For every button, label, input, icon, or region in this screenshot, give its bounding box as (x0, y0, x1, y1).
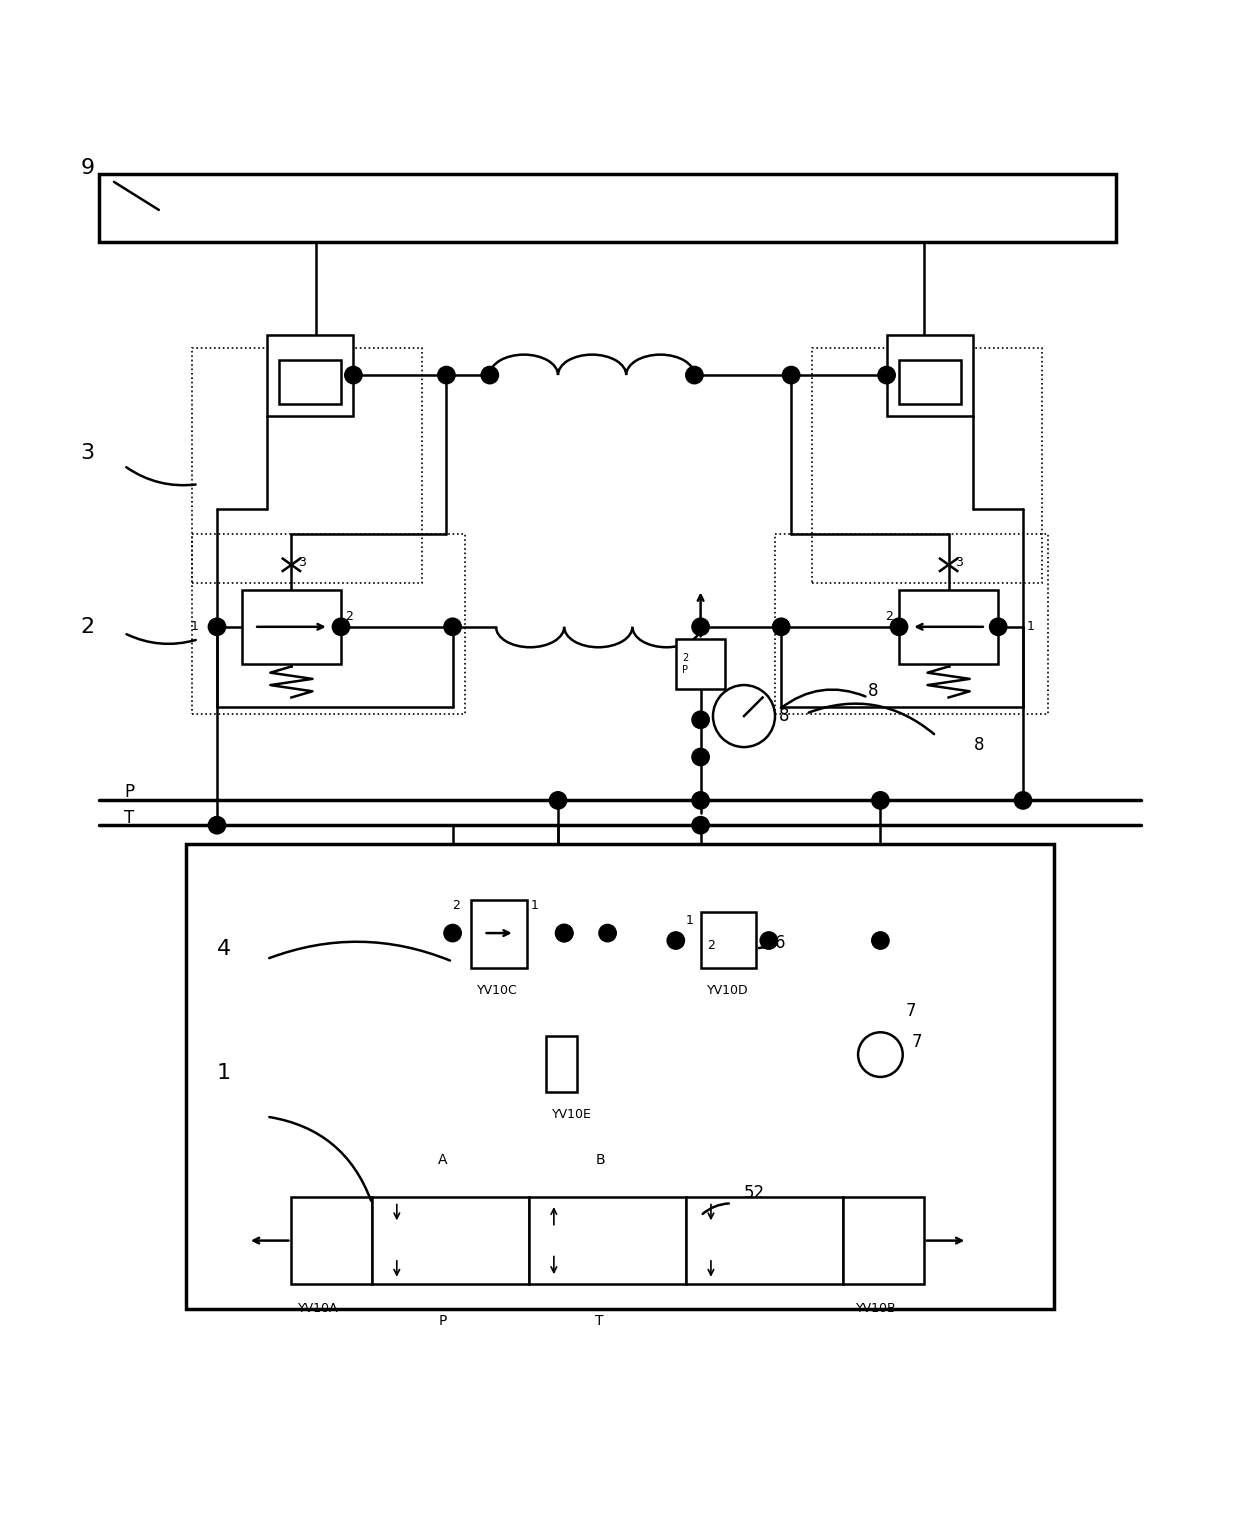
Text: YV10C: YV10C (477, 984, 518, 996)
Bar (899, 589, 998, 665)
Text: 7: 7 (911, 1033, 921, 1051)
Bar (701, 911, 756, 967)
Text: 52: 52 (744, 1184, 765, 1202)
Text: 6: 6 (775, 934, 785, 952)
Bar (186, 843, 1054, 1308)
Text: A: A (438, 1154, 448, 1167)
Text: 3: 3 (298, 556, 305, 569)
Text: 2
P: 2 P (682, 653, 688, 675)
Text: 2: 2 (453, 899, 460, 913)
Circle shape (692, 792, 709, 808)
Circle shape (332, 618, 350, 636)
Circle shape (872, 931, 889, 949)
Text: 1: 1 (686, 914, 693, 927)
Bar (192, 348, 422, 583)
Circle shape (878, 366, 895, 383)
Bar (242, 589, 341, 665)
Circle shape (556, 925, 573, 942)
Bar (279, 360, 341, 404)
Text: 2: 2 (707, 939, 714, 952)
Text: P: P (124, 783, 134, 801)
Circle shape (481, 366, 498, 383)
Text: 2: 2 (345, 610, 352, 624)
Bar (686, 1198, 843, 1284)
Text: 1: 1 (217, 1063, 231, 1083)
Text: 2: 2 (885, 610, 893, 624)
Text: 2: 2 (81, 616, 94, 637)
Text: YV10E: YV10E (552, 1108, 591, 1120)
Text: B: B (595, 1154, 605, 1167)
Text: 1: 1 (1027, 621, 1034, 633)
Bar (99, 174, 1116, 242)
Circle shape (890, 618, 908, 636)
Text: 8: 8 (779, 707, 789, 725)
Circle shape (773, 618, 790, 636)
Bar (899, 360, 961, 404)
Circle shape (345, 366, 362, 383)
Circle shape (438, 366, 455, 383)
Circle shape (667, 931, 684, 949)
Circle shape (208, 618, 226, 636)
Text: 7: 7 (905, 1002, 915, 1020)
Bar (843, 1198, 924, 1284)
Text: 4: 4 (217, 939, 231, 960)
Circle shape (208, 816, 226, 834)
Circle shape (444, 925, 461, 942)
Bar (775, 534, 1048, 713)
Bar (267, 336, 353, 416)
Circle shape (686, 366, 703, 383)
Text: P: P (438, 1314, 446, 1328)
Bar (546, 1036, 577, 1092)
Circle shape (692, 712, 709, 728)
Bar (471, 899, 527, 967)
Circle shape (872, 792, 889, 808)
Circle shape (990, 618, 1007, 636)
Circle shape (692, 618, 709, 636)
Circle shape (444, 618, 461, 636)
Circle shape (692, 748, 709, 766)
Text: T: T (595, 1314, 604, 1328)
Bar (291, 1198, 372, 1284)
Circle shape (782, 366, 800, 383)
Bar (529, 1198, 686, 1284)
Circle shape (549, 792, 567, 808)
Bar (887, 336, 973, 416)
Bar (372, 1198, 529, 1284)
Text: 9: 9 (81, 157, 94, 179)
Circle shape (760, 931, 777, 949)
Text: 8: 8 (868, 683, 878, 701)
Text: YV10B: YV10B (856, 1302, 897, 1316)
Bar (676, 639, 725, 689)
Text: 3: 3 (955, 556, 962, 569)
Text: 1: 1 (531, 899, 538, 913)
Circle shape (692, 816, 709, 834)
Text: 8: 8 (973, 736, 983, 754)
Circle shape (556, 925, 573, 942)
Text: YV10A: YV10A (298, 1302, 339, 1316)
Circle shape (1014, 792, 1032, 808)
Text: YV10D: YV10D (707, 984, 749, 996)
Bar (192, 534, 465, 713)
Text: 3: 3 (81, 444, 94, 463)
Text: 1: 1 (191, 621, 198, 633)
Bar (812, 348, 1042, 583)
Text: T: T (124, 808, 134, 827)
Circle shape (599, 925, 616, 942)
